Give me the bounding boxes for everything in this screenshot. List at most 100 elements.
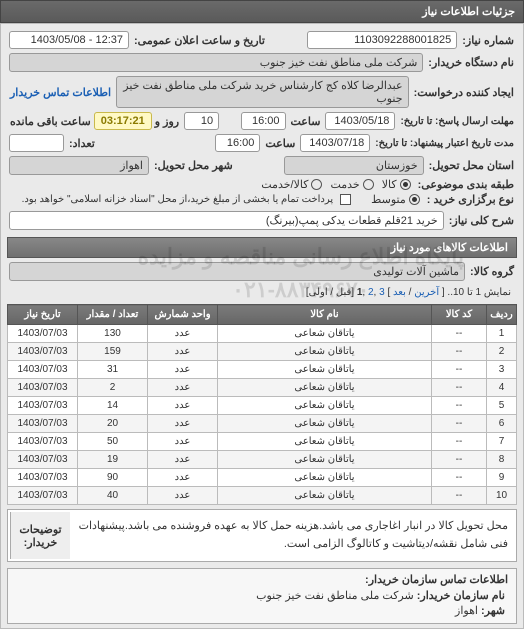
table-cell: 159 xyxy=(78,343,148,361)
table-cell: عدد xyxy=(148,361,218,379)
table-cell: -- xyxy=(432,397,487,415)
table-cell: -- xyxy=(432,325,487,343)
delivery-city-label: شهر محل تحویل: xyxy=(151,159,236,172)
table-cell: یاتاقان شعاعی xyxy=(218,451,432,469)
table-cell: یاتاقان شعاعی xyxy=(218,415,432,433)
qty-label: تعداد: xyxy=(66,137,98,150)
table-cell: عدد xyxy=(148,343,218,361)
delivery-state-label: استان محل تحویل: xyxy=(426,159,517,172)
buyer-org-label: نام دستگاه خریدار: xyxy=(425,56,517,69)
table-cell: 1403/07/03 xyxy=(8,487,78,505)
table-cell: 1403/07/03 xyxy=(8,397,78,415)
table-cell: یاتاقان شعاعی xyxy=(218,469,432,487)
form-body: شماره نیاز: 1103092288001825 تاریخ و ساع… xyxy=(0,23,524,629)
items-section-title: اطلاعات کالاهای مورد نیاز xyxy=(7,237,517,258)
deadline-send-hour: 16:00 xyxy=(241,112,286,130)
table-row[interactable]: 3--یاتاقان شعاعیعدد311403/07/03 xyxy=(8,361,517,379)
validity-date: 1403/07/18 xyxy=(300,134,370,152)
table-row[interactable]: 9--یاتاقان شعاعیعدد901403/07/03 xyxy=(8,469,517,487)
pager: نمایش 1 تا 10.. [ آخرین / بعد ] 3 ,2 ,1 … xyxy=(7,284,517,301)
hour-label-1: ساعت xyxy=(288,115,324,128)
table-row[interactable]: 1--یاتاقان شعاعیعدد1301403/07/03 xyxy=(8,325,517,343)
table-cell: عدد xyxy=(148,415,218,433)
hour-label-2: ساعت xyxy=(262,137,298,150)
contact-block: اطلاعات تماس سازمان خریدار: نام سازمان خ… xyxy=(7,568,517,624)
table-row[interactable]: 8--یاتاقان شعاعیعدد191403/07/03 xyxy=(8,451,517,469)
table-cell: یاتاقان شعاعی xyxy=(218,325,432,343)
table-cell: 8 xyxy=(487,451,517,469)
announce-field: 12:37 - 1403/05/08 xyxy=(9,31,129,49)
table-cell: 1403/07/03 xyxy=(8,379,78,397)
table-cell: عدد xyxy=(148,397,218,415)
table-row[interactable]: 4--یاتاقان شعاعیعدد21403/07/03 xyxy=(8,379,517,397)
col-header: تاریخ نیاز xyxy=(8,305,78,325)
table-cell: 50 xyxy=(78,433,148,451)
pager-p3[interactable]: 3 xyxy=(379,287,385,298)
items-table: ردیفکد کالانام کالاواحد شمارشتعداد / مقد… xyxy=(7,304,517,505)
buyer-org-field: شرکت ملی مناطق نفت خیز جنوب xyxy=(9,53,423,72)
table-cell: 31 xyxy=(78,361,148,379)
panel-header: جزئیات اطلاعات نیاز xyxy=(0,0,524,23)
table-row[interactable]: 7--یاتاقان شعاعیعدد501403/07/03 xyxy=(8,433,517,451)
table-cell: -- xyxy=(432,469,487,487)
check-treasury[interactable] xyxy=(337,194,351,205)
delivery-state: خوزستان xyxy=(284,156,424,175)
table-cell: 4 xyxy=(487,379,517,397)
table-cell: -- xyxy=(432,361,487,379)
table-cell: 130 xyxy=(78,325,148,343)
table-row[interactable]: 6--یاتاقان شعاعیعدد201403/07/03 xyxy=(8,415,517,433)
table-cell: یاتاقان شعاعی xyxy=(218,397,432,415)
contact-title: اطلاعات تماس سازمان خریدار: xyxy=(16,573,508,586)
subject-field: خرید 21قلم قطعات یدکی پمپ(بیرنگ) xyxy=(9,211,444,230)
col-header: واحد شمارش xyxy=(148,305,218,325)
radio-khadamat-label: خدمت xyxy=(330,178,359,191)
table-row[interactable]: 5--یاتاقان شعاعیعدد141403/07/03 xyxy=(8,397,517,415)
table-row[interactable]: 10--یاتاقان شعاعیعدد401403/07/03 xyxy=(8,487,517,505)
contact-city: اهواز xyxy=(455,604,478,617)
pager-p2[interactable]: 2 xyxy=(368,287,374,298)
table-cell: عدد xyxy=(148,433,218,451)
days-and-label: روز و xyxy=(152,115,182,128)
need-no-field: 1103092288001825 xyxy=(307,31,457,49)
validity-hour: 16:00 xyxy=(215,134,260,152)
table-cell: یاتاقان شعاعی xyxy=(218,343,432,361)
table-cell: عدد xyxy=(148,325,218,343)
table-cell: یاتاقان شعاعی xyxy=(218,433,432,451)
pager-text: نمایش 1 تا 10.. [ آخرین / بعد ] 3 ,2 ,1 … xyxy=(306,287,511,298)
contact-city-label: شهر: xyxy=(478,604,508,617)
contact-org: شرکت ملی مناطق نفت خیز جنوب xyxy=(256,589,414,602)
requester-label: ایجاد کننده درخواست: xyxy=(411,86,517,99)
validity-label: مدت تاریخ اعتبار پیشنهاد: تا تاریخ: xyxy=(372,138,517,149)
table-cell: یاتاقان شعاعی xyxy=(218,487,432,505)
table-cell: یاتاقان شعاعی xyxy=(218,379,432,397)
deadline-send-label: مهلت ارسال پاسخ: تا تاریخ: xyxy=(397,116,517,127)
contact-org-label: نام سازمان خریدار: xyxy=(414,589,508,602)
table-cell: عدد xyxy=(148,451,218,469)
table-cell: 5 xyxy=(487,397,517,415)
buyer-contact-link[interactable]: اطلاعات تماس خریدار xyxy=(7,86,114,99)
table-cell: عدد xyxy=(148,379,218,397)
table-cell: 14 xyxy=(78,397,148,415)
pager-next[interactable]: بعد xyxy=(393,287,406,298)
table-cell: 10 xyxy=(487,487,517,505)
delivery-city: اهواز xyxy=(9,156,149,175)
radio-mid[interactable]: متوسط xyxy=(371,193,420,206)
buyer-note-text: محل تحویل کالا در انبار اغاجاری می باشد.… xyxy=(72,512,514,559)
table-cell: 2 xyxy=(78,379,148,397)
table-row[interactable]: 2--یاتاقان شعاعیعدد1591403/07/03 xyxy=(8,343,517,361)
pager-last[interactable]: آخرین xyxy=(414,287,439,298)
remain-days: 10 xyxy=(184,112,219,130)
radio-both[interactable]: کالا/خدمت xyxy=(261,178,322,191)
radio-kala[interactable]: کالا xyxy=(382,178,411,191)
table-cell: 1403/07/03 xyxy=(8,451,78,469)
buyer-note-box: محل تحویل کالا در انبار اغاجاری می باشد.… xyxy=(7,509,517,562)
col-header: ردیف xyxy=(487,305,517,325)
radio-khadamat[interactable]: خدمت xyxy=(330,178,373,191)
table-cell: -- xyxy=(432,343,487,361)
table-cell: 40 xyxy=(78,487,148,505)
table-cell: 1403/07/03 xyxy=(8,343,78,361)
table-cell: 1 xyxy=(487,325,517,343)
subject-label: شرح کلی نیاز: xyxy=(446,214,517,227)
radio-mid-label: متوسط xyxy=(371,193,406,206)
deadline-send-date: 1403/05/18 xyxy=(325,112,395,130)
